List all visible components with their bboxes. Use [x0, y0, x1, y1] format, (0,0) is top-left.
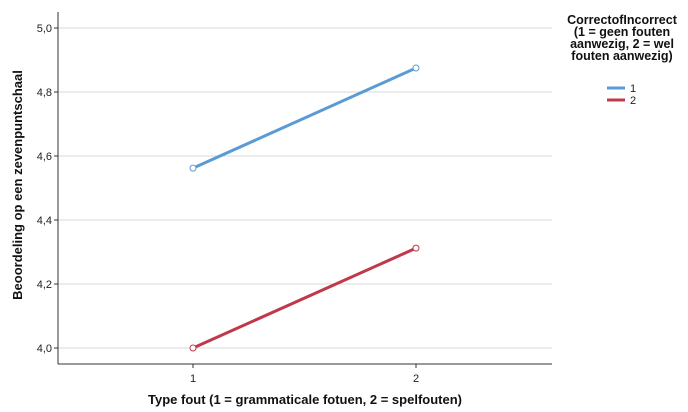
legend-label-1: 1 [630, 83, 636, 95]
y-tick-label: 5,0 [37, 23, 52, 35]
data-point-marker [189, 164, 197, 172]
legend-label-2: 2 [630, 95, 636, 107]
series-line-2 [192, 246, 417, 350]
x-axis-label: Type fout (1 = grammaticale fotuen, 2 = … [148, 392, 462, 407]
legend-title-line: CorrectofIncorrect [567, 13, 678, 27]
x-tick-label: 2 [413, 373, 419, 385]
y-tick-label: 4,0 [37, 343, 52, 355]
y-tick-label: 4,4 [37, 215, 52, 227]
y-tick-label: 4,8 [37, 87, 52, 99]
data-point-marker [412, 244, 420, 252]
data-point-marker [412, 64, 420, 72]
plot-area [58, 12, 552, 364]
y-tick-labels: 4,0 4,2 4,4 4,6 4,8 5,0 [37, 23, 58, 355]
legend-title-line: aanwezig, 2 = wel [570, 37, 674, 51]
data-point-marker [189, 344, 197, 352]
legend: CorrectofIncorrect(1 = geen foutenaanwez… [567, 13, 678, 107]
series-group [189, 64, 420, 352]
y-tick-label: 4,2 [37, 279, 52, 291]
series-line-1 [192, 66, 417, 170]
legend-title-line: fouten aanwezig) [571, 49, 672, 63]
axes [57, 12, 552, 365]
gridlines [58, 27, 552, 349]
y-axis-label: Beoordeling op een zevenpuntschaal [10, 70, 25, 300]
x-tick-label: 1 [190, 373, 196, 385]
y-tick-label: 4,6 [37, 151, 52, 163]
legend-title-line: (1 = geen fouten [574, 25, 670, 39]
